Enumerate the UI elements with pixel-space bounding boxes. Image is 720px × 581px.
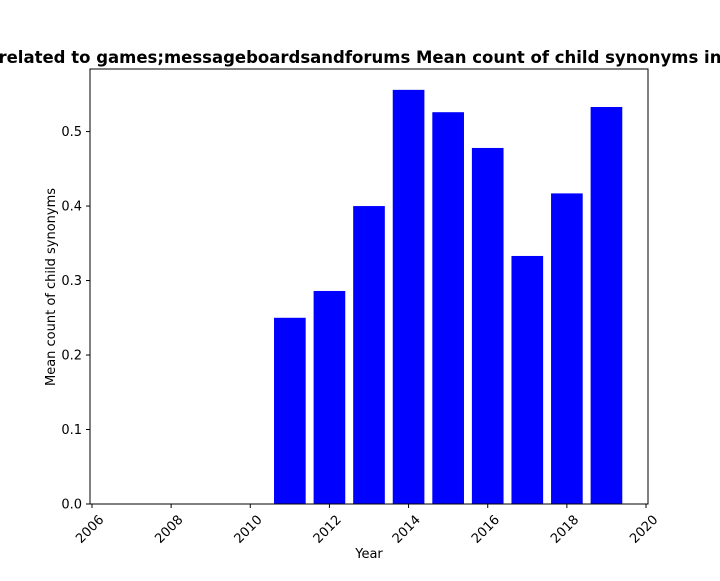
x-tick-label: 2012 xyxy=(311,513,345,547)
x-tick-label: 2006 xyxy=(73,513,107,547)
x-axis: 2006 2008 2010 2012 2014 2016 2018 2020 xyxy=(73,504,661,547)
x-tick-label: 2016 xyxy=(469,513,503,547)
x-tick-label: 2018 xyxy=(548,513,582,547)
bar-2018 xyxy=(551,193,583,504)
bar-2019 xyxy=(590,106,623,505)
y-tick-label: 0.2 xyxy=(61,349,82,364)
bar-2014 xyxy=(392,89,425,504)
y-tick-label: 0.3 xyxy=(61,274,82,289)
bar-2011 xyxy=(274,317,306,504)
bars-layer xyxy=(274,89,623,505)
bar-2017 xyxy=(511,255,544,504)
bar-2013 xyxy=(353,206,385,504)
bar-2015 xyxy=(432,112,464,504)
x-tick-label: 2008 xyxy=(152,513,186,547)
bar-2016 xyxy=(471,147,504,504)
y-axis: 0.0 0.1 0.2 0.3 0.4 0.5 xyxy=(61,125,90,513)
x-axis-label: Year xyxy=(354,547,383,562)
y-tick-label: 0.0 xyxy=(61,498,82,513)
y-tick-label: 0.4 xyxy=(61,200,82,215)
x-tick-label: 2014 xyxy=(390,513,424,547)
plot-area-frame xyxy=(89,68,649,505)
y-axis-label: Mean count of child synonyms xyxy=(44,188,59,386)
y-tick-label: 0.5 xyxy=(61,125,82,140)
x-tick-label: 2020 xyxy=(627,513,661,547)
y-tick-label: 0.1 xyxy=(61,423,82,438)
chart-title: Tags related to games;messageboardsandfo… xyxy=(0,48,720,67)
x-tick-label: 2010 xyxy=(232,513,266,547)
bar-2012 xyxy=(313,290,346,504)
